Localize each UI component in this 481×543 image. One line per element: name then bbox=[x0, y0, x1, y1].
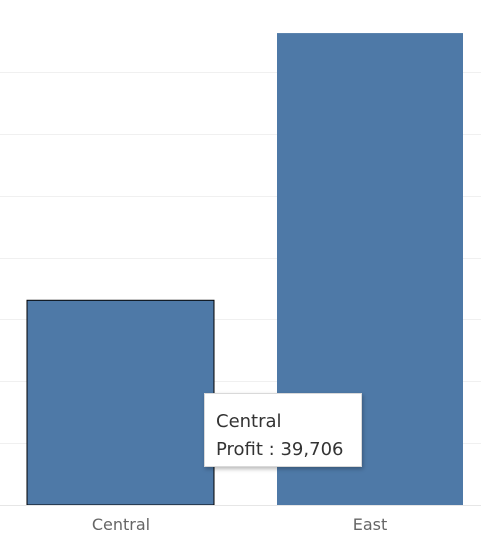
category-label-east: East bbox=[353, 515, 388, 534]
category-labels: Central East bbox=[92, 515, 387, 534]
bar-central[interactable] bbox=[26, 299, 215, 506]
tooltip-measure-label: Profit : bbox=[216, 439, 275, 460]
tooltip: Central Profit : 39,706 bbox=[204, 393, 362, 467]
tooltip-category: Central bbox=[216, 411, 282, 432]
tooltip-measure: Profit : 39,706 bbox=[216, 436, 361, 464]
category-label-central: Central bbox=[92, 515, 150, 534]
tooltip-measure-value: 39,706 bbox=[280, 439, 344, 460]
